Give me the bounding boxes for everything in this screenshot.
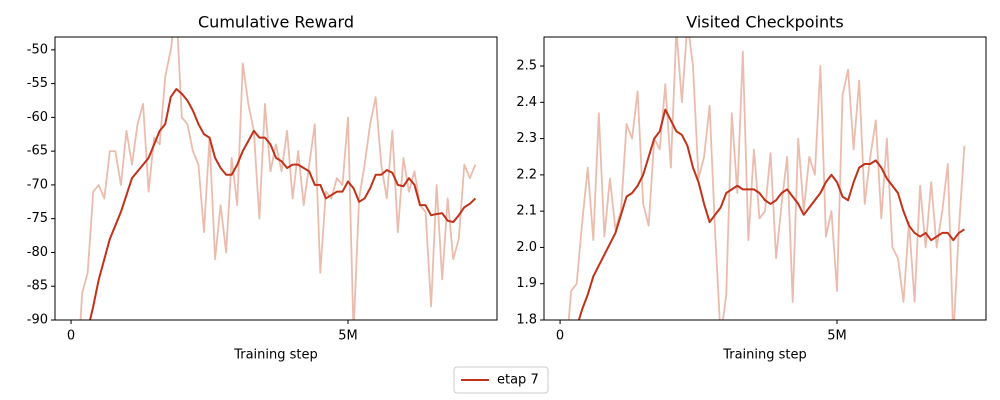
y-tick-label: -60 <box>27 110 48 125</box>
x-tick-label: 5M <box>827 329 847 344</box>
y-tick-label: -80 <box>27 245 48 260</box>
y-tick-label: 1.9 <box>516 276 537 291</box>
x-tick-label: 5M <box>338 329 358 344</box>
y-tick-label: 1.8 <box>516 313 537 328</box>
y-tick-label: 2.2 <box>516 167 537 182</box>
legend-label: etap 7 <box>497 373 539 388</box>
y-tick-label: -90 <box>27 313 48 328</box>
x-axis-label: Training step <box>722 348 807 363</box>
axes-frame <box>54 36 498 321</box>
y-tick-label: 2.4 <box>516 95 537 110</box>
legend: etap 7 <box>453 366 549 394</box>
chart-title: Visited Checkpoints <box>686 13 844 32</box>
chart-title: Cumulative Reward <box>198 13 354 32</box>
y-tick-label: -85 <box>27 279 48 294</box>
y-tick-label: -65 <box>27 144 48 159</box>
smoothed-line <box>89 88 477 320</box>
y-tick-label: -55 <box>27 76 48 91</box>
y-tick-label: 2.0 <box>516 240 537 255</box>
plot-area <box>567 37 966 320</box>
raw-line <box>567 37 966 320</box>
legend-box <box>453 366 549 394</box>
y-tick-label: -70 <box>27 177 48 192</box>
y-tick-label: -75 <box>27 211 48 226</box>
y-tick-label: -50 <box>27 42 48 57</box>
y-tick-label: 2.3 <box>516 131 537 146</box>
x-tick-label: 0 <box>67 329 75 344</box>
y-tick-label: 2.5 <box>516 59 537 74</box>
x-tick-label: 0 <box>556 329 564 344</box>
raw-line <box>79 37 477 320</box>
x-axis-label: Training step <box>233 348 318 363</box>
y-tick-label: 2.1 <box>516 204 537 219</box>
plot-area <box>79 37 477 320</box>
axes-frame <box>543 36 987 321</box>
smoothed-line <box>577 108 965 320</box>
